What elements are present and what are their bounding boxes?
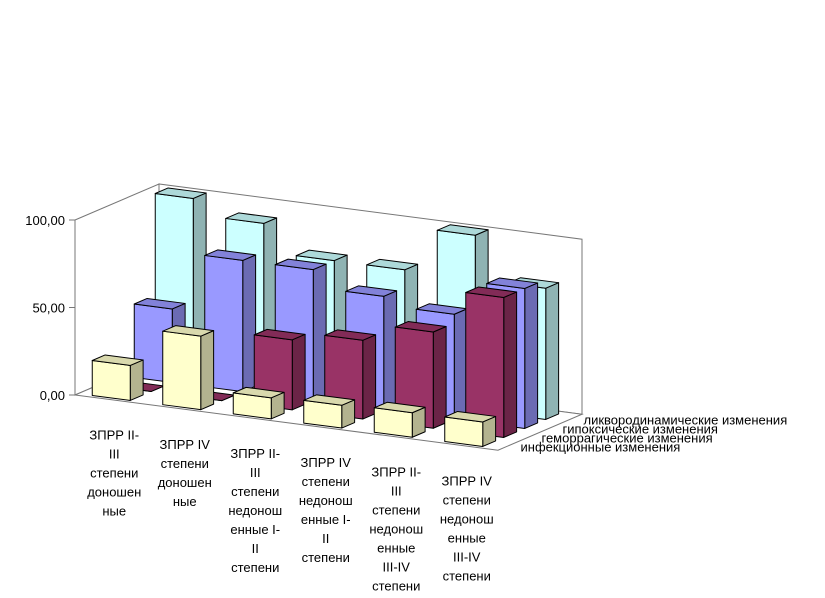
bar	[444, 410, 497, 447]
bar-top	[274, 258, 327, 271]
category-label-line: доношен	[158, 475, 212, 490]
category-label-line: III-IV	[383, 559, 411, 574]
bar-side	[312, 263, 327, 402]
category-label: ЗПРР II- III степени недонош енные III-IV степ…	[369, 464, 423, 593]
category-label-line: степени	[372, 502, 420, 517]
bar-top	[295, 249, 348, 262]
category-label-line: ные	[102, 504, 126, 519]
bar-side	[383, 290, 398, 411]
category-label-line: степени	[372, 578, 420, 593]
category-label: ЗПРР II- III степени недонош енные I- II степе…	[228, 446, 282, 575]
category-label-line: недонош	[440, 512, 494, 527]
bar-top	[366, 258, 419, 271]
bar	[303, 394, 356, 429]
bar-side	[432, 325, 447, 429]
y-tick-label: 100,00	[25, 213, 65, 228]
category-label-line: енные I-	[230, 522, 280, 537]
category-label-line: степени	[231, 560, 279, 575]
bar-side	[524, 282, 539, 429]
series-label: инфекционные изменения	[521, 440, 681, 455]
category-label: ЗПРР IV степени недонош енные III-IV степени	[440, 474, 494, 584]
bar-side	[291, 333, 306, 411]
category-label-line: ЗПРР IV	[160, 437, 211, 452]
series-label: гипоксические изменения	[563, 422, 718, 437]
bar	[394, 321, 447, 429]
category-label-line: II	[252, 541, 259, 556]
bar-side	[453, 308, 468, 420]
category-label-line: степени	[302, 550, 350, 565]
category-label-line: недонош	[299, 493, 353, 508]
category-label-line: III	[391, 483, 402, 498]
bar-top	[394, 321, 447, 333]
bar-top	[225, 212, 278, 224]
bar	[162, 325, 215, 411]
bar	[232, 386, 285, 420]
bar-top	[154, 187, 207, 199]
bar-top	[204, 249, 257, 261]
y-tick-label: 0,00	[40, 388, 65, 403]
y-tick-label: 50,00	[32, 301, 65, 316]
category-label-line: III-IV	[453, 550, 481, 565]
category-label: ЗПРР II- III степени доношен ные	[87, 428, 141, 519]
bar-top	[253, 328, 306, 341]
bar-top	[324, 329, 377, 341]
bar-side	[129, 359, 144, 401]
category-label-line: III	[250, 465, 261, 480]
category-label-line: ЗПРР II-	[89, 428, 139, 443]
bar-front	[91, 359, 131, 401]
bar-side	[242, 254, 257, 393]
bar-side	[503, 291, 518, 438]
bar-top	[303, 394, 356, 406]
bar-top	[436, 224, 489, 236]
bar	[373, 401, 426, 438]
bar-top	[444, 410, 497, 423]
category-label-line: ные	[173, 494, 197, 509]
bar-top	[373, 401, 426, 414]
category-label-line: III	[109, 447, 120, 462]
y-axis-ticks: 0,00 50,00 100,00	[25, 213, 75, 403]
category-label-line: ЗПРР IV	[301, 455, 352, 470]
category-label-line: степени	[231, 484, 279, 499]
category-label-line: ЗПРР II-	[230, 446, 280, 461]
category-label-line: недонош	[369, 521, 423, 536]
bar-side	[200, 330, 215, 411]
category-label: ЗПРР IV степени доношен ные	[158, 437, 212, 509]
bar-top	[486, 277, 539, 289]
bar-top	[232, 386, 285, 399]
category-label-line: степени	[161, 456, 209, 471]
category-label-line: ЗПРР IV	[442, 474, 493, 489]
category-label: ЗПРР IV степени недонош енные I- II степени	[299, 455, 353, 565]
series-label: ликвородинамические изменения	[584, 413, 788, 428]
category-label-line: ЗПРР II-	[371, 464, 421, 479]
category-label-line: енные	[377, 540, 415, 555]
series-label: геморрагические изменения	[542, 431, 713, 446]
bar-top	[162, 325, 215, 337]
category-label-line: недонош	[228, 503, 282, 518]
bar	[91, 354, 144, 401]
bar-top	[133, 297, 186, 310]
category-label-line: степени	[443, 569, 491, 584]
category-label-line: степени	[443, 493, 491, 508]
category-label-line: степени	[302, 474, 350, 489]
bar-side	[362, 334, 377, 420]
category-label-line: II	[322, 531, 329, 546]
bar-top	[345, 285, 398, 297]
bar-front	[162, 330, 202, 411]
bar-top	[465, 286, 518, 298]
category-label-line: степени	[90, 466, 138, 481]
bars	[91, 187, 560, 447]
bar-top	[91, 354, 144, 366]
category-label-line: енные	[448, 531, 486, 546]
category-labels: ЗПРР II- III степени доношен ные ЗПРР IV степе…	[87, 428, 493, 594]
category-label-line: енные I-	[301, 512, 351, 527]
bar	[465, 286, 518, 438]
category-label-line: доношен	[87, 485, 141, 500]
bar-side	[545, 282, 560, 420]
